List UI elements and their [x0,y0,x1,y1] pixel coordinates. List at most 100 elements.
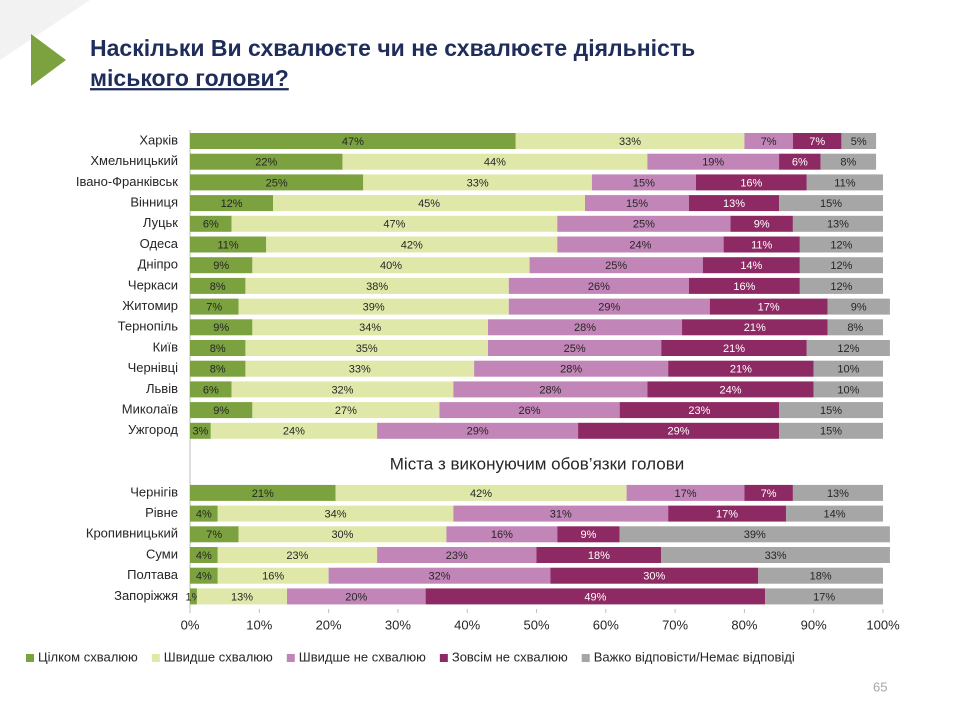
data-label: 33% [467,177,489,189]
data-label: 40% [380,260,402,272]
data-label: 6% [792,157,808,169]
bar-segment [453,505,669,522]
data-label: 15% [820,405,842,417]
bar-segment [190,174,364,191]
bar-segment [238,298,509,315]
data-label: 19% [702,157,724,169]
data-label: 12% [221,198,243,210]
data-label: 30% [331,529,353,541]
section-title: Міста з виконуючим обов’язки голови [390,454,684,473]
legend-label: Швидше не схвалюю [299,649,426,664]
bar-segment [453,381,648,398]
category-label: Чернігів [130,484,178,499]
data-label: 17% [674,488,696,500]
data-label: 32% [428,571,450,583]
data-label: 16% [262,571,284,583]
data-label: 12% [830,260,852,272]
category-label: Дніпро [138,257,178,272]
category-label: Житомир [122,298,178,313]
bar-segment [231,215,558,232]
data-label: 31% [550,509,572,521]
data-label: 11% [218,239,239,251]
data-label: 14% [740,260,762,272]
bar-segment [688,195,780,212]
bar-segment [210,422,378,439]
x-tick-label: 20% [316,617,342,632]
bar-segment [792,484,883,501]
bar-segment [647,381,814,398]
bar-segment [425,588,766,605]
bar-segment [190,360,246,377]
bar-segment [730,215,793,232]
bar-segment [252,257,530,274]
bar-segment [799,236,883,253]
bar-segment [190,381,232,398]
data-label: 27% [335,405,357,417]
bar-segment [806,174,883,191]
bar-segment [779,402,883,419]
bar-segment [487,340,662,356]
bar-segment [190,526,239,543]
category-label: Одеса [140,236,179,251]
legend-swatch [439,654,448,662]
data-label: 30% [643,571,665,583]
bar-segment [647,153,780,170]
data-label: 14% [823,509,845,521]
data-label: 9% [213,405,229,417]
bar-segment [508,277,689,294]
bar-segment [266,236,558,253]
data-label: 24% [283,426,305,438]
data-label: 23% [688,405,710,417]
category-label: Хмельницький [90,153,178,168]
data-label: 3% [192,426,208,438]
bar-segment [702,257,800,274]
bar-segment [626,484,745,501]
data-label: 25% [266,177,288,189]
bar-segment [190,402,253,419]
data-label: 29% [467,426,489,438]
legend-swatch [581,654,590,662]
category-label: Запоріжжя [114,588,178,603]
data-label: 35% [356,343,378,355]
bar-segment [591,174,696,191]
data-label: 17% [716,509,738,521]
data-label: 47% [383,219,405,231]
bar-segment [827,298,890,315]
title-line: міського голови? [90,65,289,91]
bar-segment [744,484,793,501]
data-label: 21% [744,322,766,334]
x-tick-label: 90% [801,617,827,632]
bar-segment [190,422,211,439]
data-label: 42% [470,488,492,500]
bar-segment [557,215,731,232]
data-label: 21% [252,488,274,500]
legend-label: Зовсім не схвалюю [452,649,568,664]
x-tick-label: 10% [246,617,272,632]
bar-segment [238,526,447,543]
bar-segment [792,133,842,149]
data-label: 9% [754,219,770,231]
legend-swatch [26,654,34,662]
bar-segment [820,153,877,170]
bar-segment [813,360,883,377]
data-label: 8% [840,157,856,169]
bar-segment [190,298,239,315]
title-line: Наскільки Ви схвалюєте чи не схвалюєте д… [90,35,695,61]
bar-segment [709,298,828,315]
data-label: 12% [830,281,852,293]
data-label: 44% [484,157,506,169]
bar-segment [190,340,246,356]
data-label: 13% [723,198,745,210]
data-label: 47% [342,136,364,148]
category-label: Івано-Франківськ [76,174,178,189]
bar-segment [363,174,592,191]
bar-segment [487,319,683,336]
data-label: 11% [751,239,772,251]
category-label: Харків [139,132,178,147]
data-label: 28% [574,322,596,334]
data-label: 8% [210,281,226,293]
bar-segment [190,319,253,336]
bar-segment [252,402,440,419]
data-label: 7% [809,136,825,148]
category-label: Ужгород [128,422,178,437]
